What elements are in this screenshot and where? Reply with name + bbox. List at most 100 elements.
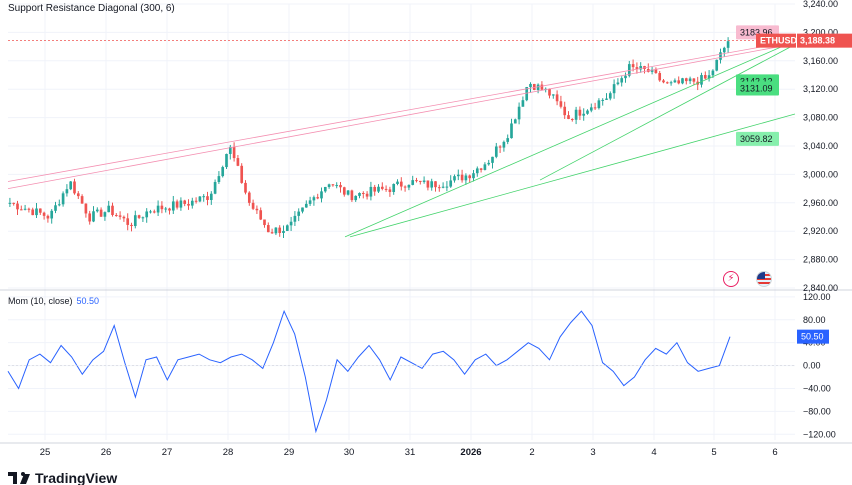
candle-body	[688, 78, 692, 82]
candle-body	[76, 193, 80, 197]
price-axis-label: 2,840.00	[803, 283, 838, 293]
price-axis-label: 3,200.00	[803, 27, 838, 37]
candle-body	[183, 200, 187, 204]
candle-body	[517, 106, 521, 120]
candle-body	[57, 204, 61, 206]
candle-body	[681, 78, 684, 84]
tradingview-brand[interactable]: TradingView	[8, 470, 117, 485]
candle-body	[453, 176, 456, 181]
candle-body	[99, 209, 103, 217]
time-axis-label: 27	[162, 447, 173, 458]
candle-body	[437, 187, 441, 189]
candle-body	[464, 175, 468, 181]
tradingview-logo-icon	[8, 472, 30, 484]
candle-body	[719, 52, 722, 60]
candle-body	[137, 215, 141, 218]
candle-body	[126, 218, 130, 225]
price-tag-text: 3183.96	[740, 27, 773, 37]
candle-body	[69, 181, 73, 190]
candle-body	[586, 110, 589, 114]
candle-body	[255, 208, 259, 211]
price-axis-label: 2,880.00	[803, 255, 838, 265]
candle-body	[620, 78, 624, 83]
candle-body	[612, 84, 616, 94]
candle-body	[650, 69, 654, 72]
candle-body	[152, 211, 156, 213]
candle-body	[346, 190, 350, 195]
candle-body	[684, 78, 688, 82]
candle-body	[50, 210, 54, 219]
candle-body	[548, 88, 551, 96]
candle-body	[118, 215, 122, 217]
candle-body	[354, 195, 358, 201]
price-axis-label: 3,160.00	[803, 56, 838, 66]
candle-body	[559, 101, 563, 107]
candle-body	[399, 181, 403, 187]
candle-body	[430, 181, 434, 188]
candle-body	[665, 82, 669, 84]
candle-body	[228, 146, 232, 154]
candle-body	[331, 184, 335, 186]
price-axis-label: 3,000.00	[803, 169, 838, 179]
time-axis-label: 4	[651, 447, 656, 458]
candle-body	[156, 205, 160, 213]
candle-body	[506, 138, 510, 142]
candle-body	[339, 185, 342, 188]
candle-body	[266, 225, 270, 233]
candle-body	[384, 188, 388, 190]
candle-body	[274, 227, 278, 234]
candle-body	[297, 211, 301, 216]
candle-body	[491, 156, 494, 163]
candle-body	[418, 180, 422, 182]
candle-body	[289, 221, 293, 226]
candle-body	[377, 186, 380, 192]
candle-body	[513, 119, 517, 124]
candle-body	[563, 106, 567, 116]
candle-body	[171, 201, 175, 211]
flash-icon[interactable]: ⚡	[723, 271, 739, 287]
candle-body	[38, 208, 42, 213]
candle-body	[574, 109, 578, 120]
resistance-diagonal	[7, 40, 796, 182]
candle-body	[114, 215, 118, 217]
symbol-tag-box	[756, 33, 796, 48]
candle-body	[278, 227, 282, 234]
candle-body	[635, 67, 639, 70]
candle-body	[449, 180, 453, 187]
candle-body	[221, 167, 225, 177]
candle-body	[707, 75, 711, 79]
candle-body	[282, 230, 285, 234]
candle-body	[65, 189, 69, 194]
candle-body	[551, 94, 555, 96]
candle-body	[23, 208, 27, 210]
indicator-title[interactable]: Support Resistance Diagonal (300, 6)	[8, 3, 175, 14]
us-flag-icon[interactable]	[756, 271, 772, 287]
candle-body	[669, 82, 673, 84]
candle-body	[411, 180, 415, 185]
candle-body	[388, 189, 392, 192]
candle-body	[677, 80, 681, 84]
candle-body	[61, 193, 65, 205]
candle-body	[540, 84, 544, 90]
candle-body	[342, 187, 346, 195]
momentum-title[interactable]: Mom (10, close) 50.50	[8, 296, 99, 306]
candle-body	[202, 196, 206, 198]
candle-body	[84, 203, 88, 214]
momentum-axis-label: 120.00	[803, 292, 831, 302]
candle-body	[187, 203, 190, 206]
momentum-value-text: 50.50	[801, 332, 824, 342]
candle-body	[301, 207, 304, 212]
candle-body	[209, 193, 213, 200]
candle-body	[194, 200, 198, 202]
candle-body	[190, 200, 194, 206]
candle-body	[8, 202, 12, 204]
candle-body	[532, 83, 536, 91]
candle-body	[456, 174, 460, 177]
candle-body	[141, 217, 145, 219]
candle-body	[164, 208, 168, 210]
time-axis-label: 5	[711, 447, 716, 458]
candle-body	[335, 185, 339, 187]
